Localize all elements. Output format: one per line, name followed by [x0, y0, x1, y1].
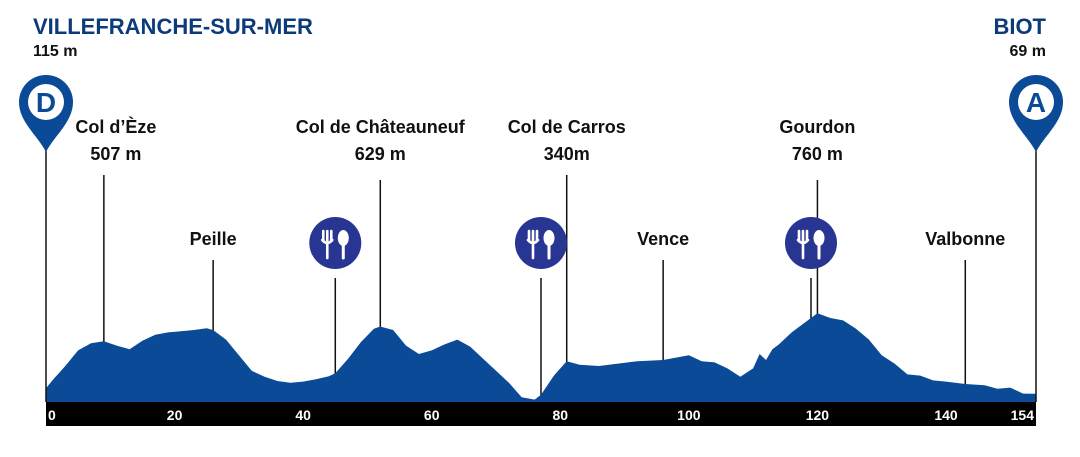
finish-town-name: BIOT — [993, 14, 1046, 39]
town-name-label: Peille — [190, 229, 237, 249]
x-tick-label: 120 — [806, 407, 830, 423]
pass-name-label: Col d’Èze — [75, 116, 156, 137]
pass-altitude-label: 760 m — [792, 144, 843, 164]
start-town-altitude: 115 m — [33, 43, 77, 60]
start-pin-letter: D — [36, 87, 56, 118]
food-badge-circle — [515, 217, 567, 269]
distance-tick-labels: 0 20 40 60 80 100 120 140 154 — [48, 407, 1034, 423]
start-finish-titles: VILLEFRANCHE-SUR-MER 115 m BIOT 69 m — [33, 14, 1047, 60]
start-town-name: VILLEFRANCHE-SUR-MER — [33, 14, 313, 39]
elevation-profile-area — [46, 313, 1036, 402]
x-tick-label: 154 — [1011, 407, 1035, 423]
food-icon — [785, 217, 837, 269]
x-tick-label: 20 — [167, 407, 183, 423]
start-pin-inner — [28, 84, 64, 120]
pass-altitude-label: 340m — [544, 144, 590, 164]
pass-altitude-label: 507 m — [90, 144, 141, 164]
x-tick-label: 140 — [934, 407, 958, 423]
x-tick-label: 60 — [424, 407, 440, 423]
pass-name-label: Col de Carros — [508, 117, 626, 137]
pass-name-label: Gourdon — [779, 117, 855, 137]
food-icon — [309, 217, 362, 269]
x-tick-label: 100 — [677, 407, 701, 423]
x-tick-label: 40 — [295, 407, 311, 423]
pass-altitude-label: 629 m — [355, 144, 406, 164]
finish-pin-icon: A — [1009, 75, 1063, 152]
town-name-label: Valbonne — [925, 229, 1005, 249]
finish-pin-letter: A — [1026, 87, 1046, 118]
food-icon — [515, 217, 567, 269]
leader-lines — [103, 175, 967, 397]
spoon-bowl-icon — [813, 230, 825, 246]
town-name-label: Vence — [637, 229, 689, 249]
x-tick-label: 80 — [552, 407, 568, 423]
food-badge-circle — [785, 217, 837, 269]
fork-icon — [526, 229, 540, 260]
fork-icon — [320, 229, 334, 260]
feed-zone-badges — [309, 217, 837, 269]
finish-pin-inner — [1018, 84, 1054, 120]
x-tick-label: 0 — [48, 407, 56, 423]
fork-icon — [796, 229, 810, 260]
food-badge-circle — [309, 217, 362, 269]
spoon-bowl-icon — [337, 230, 349, 246]
distance-axis-bar — [46, 402, 1036, 426]
spoon-bowl-icon — [543, 230, 555, 246]
finish-town-altitude: 69 m — [1010, 43, 1046, 60]
pass-name-label: Col de Châteauneuf — [296, 117, 466, 137]
point-labels: Col d’Èze 507 m Col de Châteauneuf 629 m Col… — [75, 116, 1005, 249]
start-pin-icon: D — [19, 75, 73, 152]
